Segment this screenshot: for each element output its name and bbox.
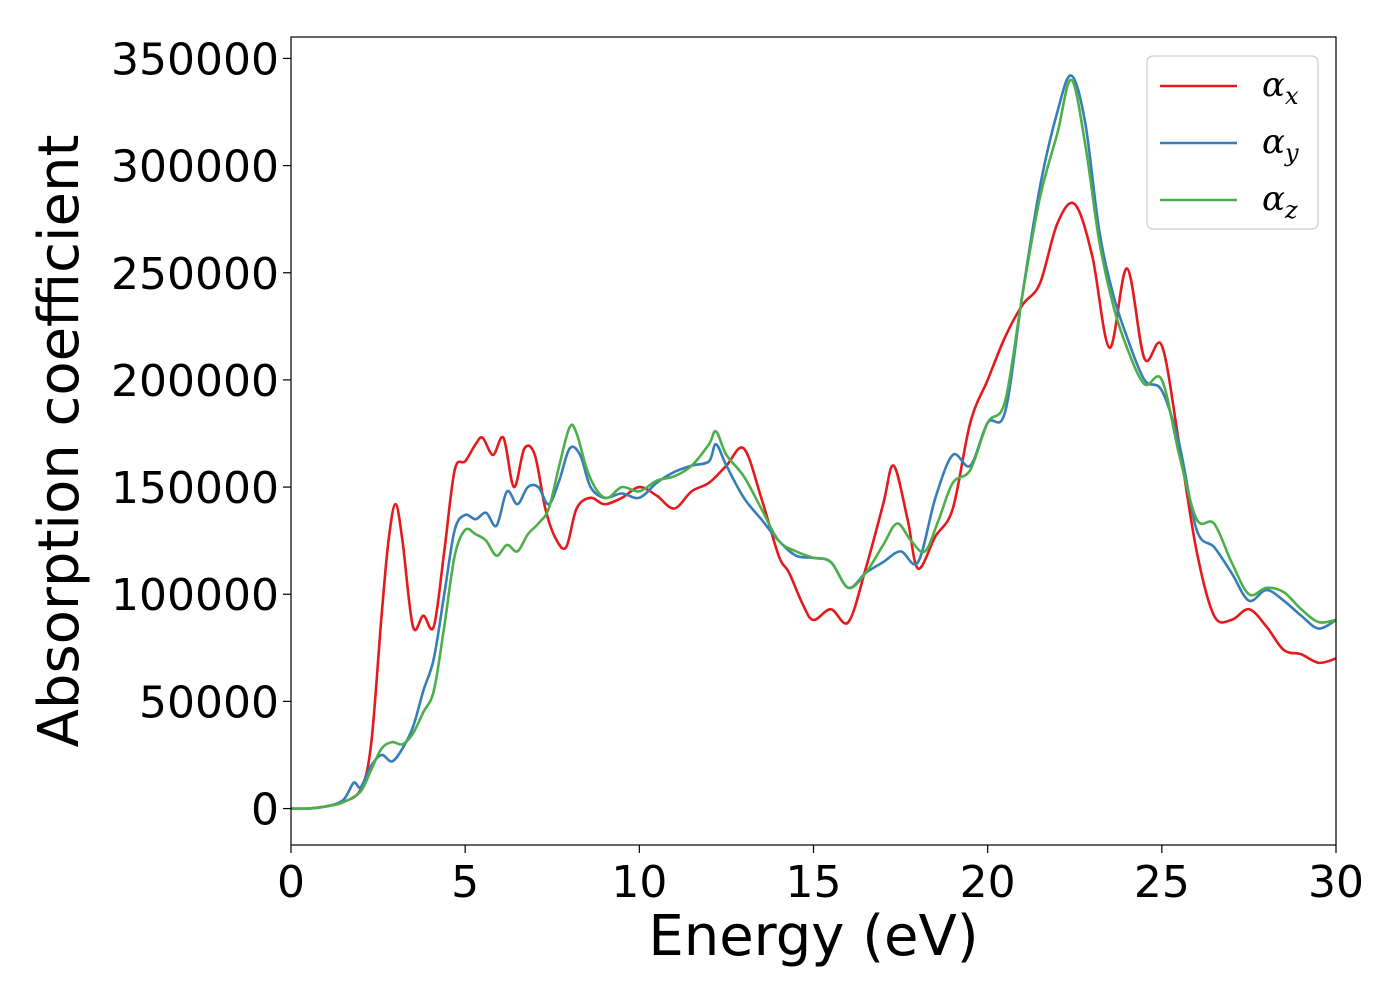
series-line-alpha-x bbox=[291, 201, 1336, 811]
x-axis-title: Energy (eV) bbox=[648, 904, 978, 969]
x-tick-label: 5 bbox=[451, 857, 479, 908]
legend-label-alpha-x: αx bbox=[1262, 65, 1299, 110]
series-layer bbox=[291, 74, 1336, 811]
y-tick-label: 200000 bbox=[111, 356, 279, 407]
series-line-alpha-y bbox=[291, 74, 1336, 811]
y-axis: 0 50000 100000 150000 200000 250000 300000 3500… bbox=[111, 34, 291, 836]
x-axis: 0 5 10 15 20 25 30 bbox=[277, 845, 1364, 908]
y-tick-label: 0 bbox=[251, 785, 279, 836]
x-tick-label: 20 bbox=[960, 857, 1016, 908]
y-tick-label: 250000 bbox=[111, 249, 279, 300]
y-tick-label: 100000 bbox=[111, 570, 279, 621]
y-tick-label: 350000 bbox=[111, 34, 279, 85]
y-tick-label: 50000 bbox=[139, 677, 279, 728]
x-tick-label: 0 bbox=[277, 857, 305, 908]
series-line-alpha-z bbox=[291, 78, 1336, 811]
x-tick-label: 10 bbox=[611, 857, 667, 908]
legend: αx αy αz bbox=[1146, 55, 1319, 230]
y-tick-label: 300000 bbox=[111, 142, 279, 193]
legend-label-alpha-y: αy bbox=[1262, 122, 1299, 167]
x-tick-label: 30 bbox=[1308, 857, 1364, 908]
y-tick-label: 150000 bbox=[111, 463, 279, 514]
x-tick-label: 25 bbox=[1134, 857, 1190, 908]
x-tick-label: 15 bbox=[786, 857, 842, 908]
y-axis-title: Absorption coefficient bbox=[27, 135, 92, 748]
legend-label-alpha-z: αz bbox=[1262, 179, 1298, 224]
